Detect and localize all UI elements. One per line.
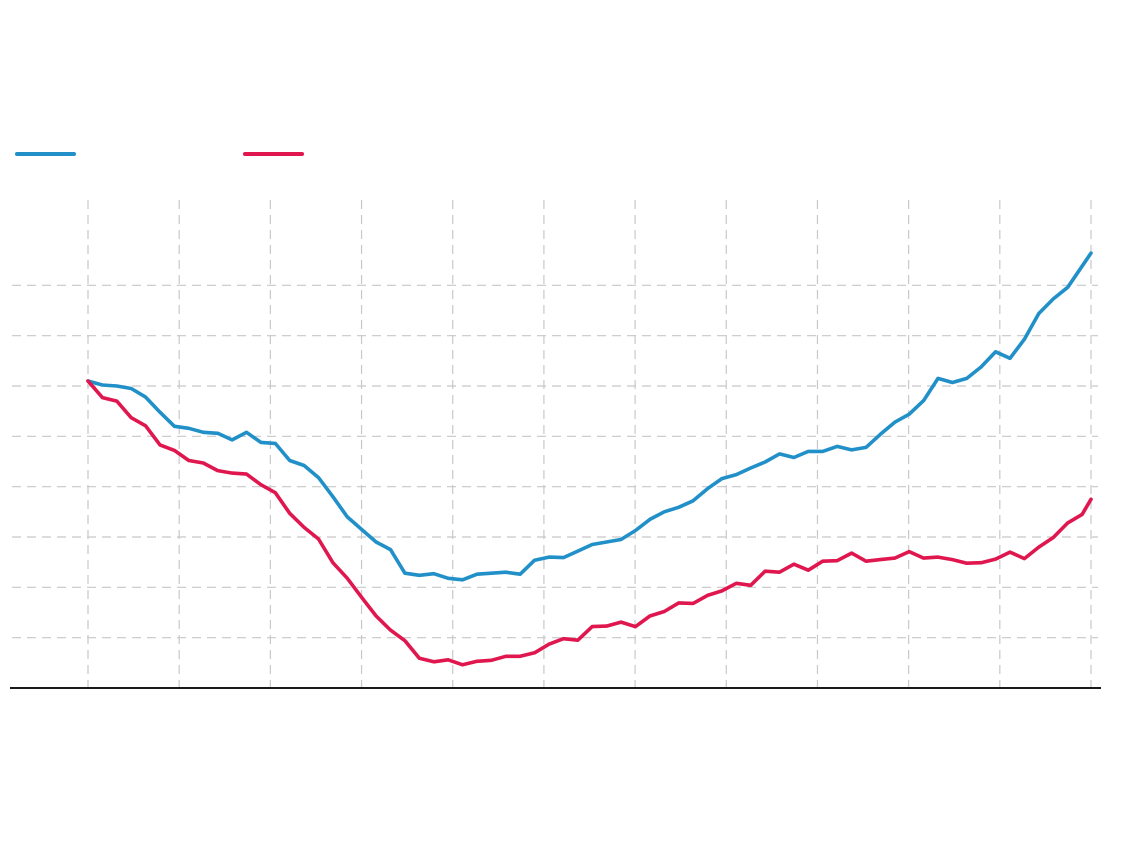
grid xyxy=(12,200,1098,688)
series-line-2 xyxy=(86,379,1093,667)
series-line-1 xyxy=(86,251,1093,582)
series-layer xyxy=(86,251,1093,667)
